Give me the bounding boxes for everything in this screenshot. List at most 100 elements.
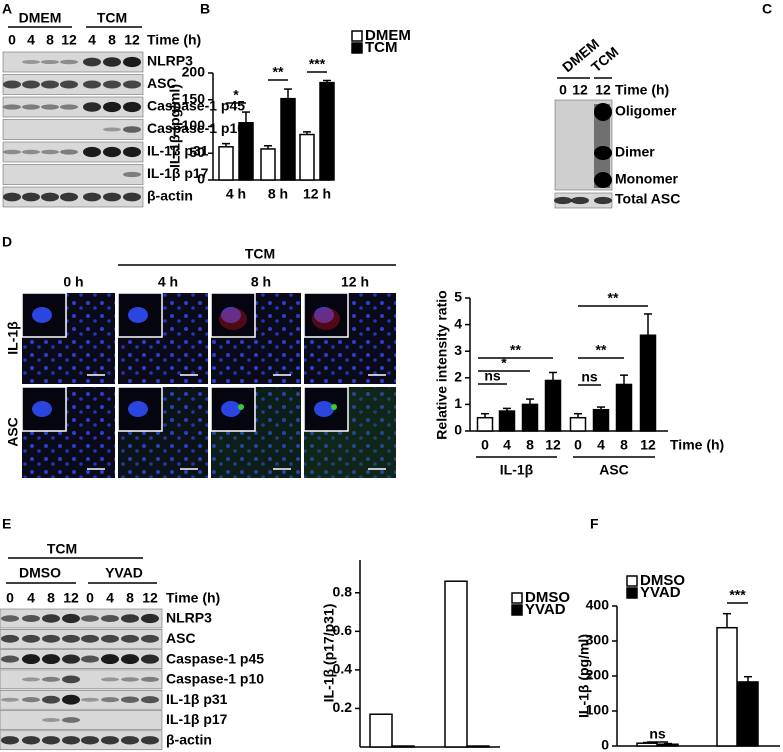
bar	[238, 122, 254, 181]
bar	[218, 146, 234, 181]
significance: ns	[581, 369, 598, 385]
label: 0	[8, 32, 16, 48]
label: IL-1β p17	[147, 165, 209, 181]
blot-band	[22, 149, 40, 155]
significance: **	[596, 342, 607, 358]
blot-band	[121, 614, 139, 623]
error-bar	[526, 398, 534, 405]
label: ASC	[166, 630, 196, 646]
y-tick-label: 2	[454, 369, 462, 385]
label: YVAD	[105, 565, 143, 581]
x-tick-label: 8	[526, 437, 534, 453]
blot-band	[554, 196, 572, 205]
inset-nucleus	[221, 307, 241, 323]
blot-strip	[2, 51, 144, 73]
blot-band	[121, 677, 139, 682]
label: β-actin	[166, 732, 212, 748]
blot-band	[1, 634, 19, 643]
significance: **	[608, 290, 619, 306]
bar	[615, 383, 633, 432]
bar	[657, 743, 679, 747]
y-tick-label: 1	[454, 395, 462, 411]
y-axis-label: IL-1β (pg/ml)	[576, 634, 592, 718]
blot-band	[22, 654, 40, 665]
error-bar	[481, 412, 489, 418]
blot-band	[60, 104, 78, 110]
label: 8	[46, 32, 54, 48]
legend-label: TCM	[365, 39, 398, 56]
blot-band	[141, 613, 159, 624]
x-tick-label: 4	[597, 437, 605, 453]
label: 8 h	[251, 274, 271, 290]
blot-band	[1, 736, 19, 745]
y-tick-label: 200	[586, 667, 610, 683]
y-axis-label: IL-1β (p17/p31)	[321, 604, 337, 703]
label: 12	[142, 590, 158, 606]
blot-band	[62, 736, 80, 745]
y-tick-label: 50	[189, 144, 205, 160]
blot-band	[121, 634, 139, 643]
significance: *	[501, 355, 507, 371]
significance: ***	[729, 587, 746, 603]
label: Caspase-1 p10	[147, 120, 245, 136]
label: Total ASC	[615, 191, 680, 207]
y-tick-label: 3	[454, 342, 462, 358]
blot-band	[123, 171, 141, 178]
y-tick-label: 100	[586, 702, 610, 718]
bar	[544, 379, 562, 432]
x-axis-label: Time (h)	[670, 437, 724, 453]
y-tick-label: 300	[586, 632, 610, 648]
panel-letter: F	[590, 516, 599, 532]
significance: *	[233, 87, 239, 103]
x-tick-label: 0	[574, 437, 582, 453]
blot-band	[123, 80, 141, 89]
blot-band	[123, 146, 141, 158]
y-tick-label: 0	[197, 171, 205, 187]
blot-band	[22, 736, 40, 745]
blot-band	[3, 104, 21, 110]
blot-band	[41, 80, 59, 89]
y-tick-label: 0.6	[333, 622, 353, 638]
bar	[569, 416, 587, 432]
label: 8	[47, 590, 55, 606]
significance: **	[273, 64, 284, 80]
blot-strip	[2, 141, 144, 163]
blot-band	[123, 56, 141, 68]
label: IL-1β p31	[166, 691, 228, 707]
blot-band	[103, 127, 121, 132]
bar	[466, 745, 490, 748]
label: 4	[27, 32, 35, 48]
x-tick-label: 12 h	[303, 186, 331, 202]
label: 12 h	[341, 274, 369, 290]
bar	[369, 713, 393, 748]
bar	[319, 81, 335, 181]
label: 4	[106, 590, 114, 606]
blot-band	[62, 634, 80, 643]
label: 0	[6, 590, 14, 606]
blot-band	[594, 196, 612, 205]
panel-letter: B	[200, 1, 210, 17]
panel-letter: C	[762, 1, 772, 17]
blot-band	[41, 192, 59, 202]
bar	[639, 334, 657, 432]
legend-swatch	[351, 42, 363, 54]
bar	[280, 97, 296, 181]
group-label: ASC	[599, 462, 629, 478]
label: 12	[595, 82, 611, 98]
label: 0	[559, 82, 567, 98]
error-bar	[242, 111, 250, 123]
blot-band	[103, 192, 121, 202]
label: 12	[124, 32, 140, 48]
label: 12	[572, 82, 588, 98]
blot-band	[60, 59, 78, 65]
inset-signal	[219, 308, 247, 330]
significance: ns	[484, 368, 501, 384]
panel-letter: A	[2, 1, 12, 17]
bar	[592, 408, 610, 432]
label: β-actin	[147, 188, 193, 204]
error-bar	[323, 79, 331, 83]
blot-band	[121, 736, 139, 745]
legend-swatch	[626, 575, 638, 587]
inset-nucleus	[32, 307, 52, 323]
blot-band	[3, 80, 21, 89]
